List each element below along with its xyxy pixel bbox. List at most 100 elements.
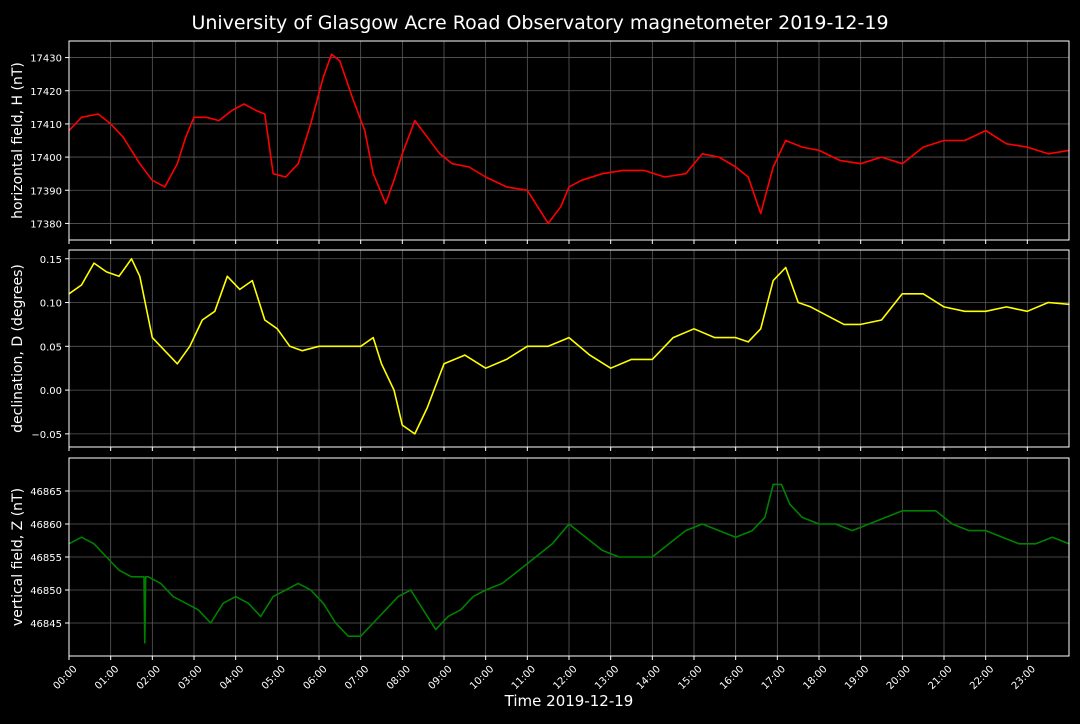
data-point bbox=[151, 179, 153, 181]
y-axis-label: horizontal field, H (nT) bbox=[10, 62, 26, 219]
data-point bbox=[318, 345, 320, 347]
data-point bbox=[139, 163, 141, 165]
data-point bbox=[635, 556, 637, 558]
y-tick-label: 17390 bbox=[30, 186, 62, 197]
data-point bbox=[868, 523, 870, 525]
y-tick-label: 0.05 bbox=[40, 342, 62, 353]
data-point bbox=[360, 635, 362, 637]
data-point bbox=[851, 530, 853, 532]
data-point bbox=[247, 602, 249, 604]
data-point bbox=[568, 336, 570, 339]
data-point bbox=[243, 103, 245, 105]
y-tick-label: 17400 bbox=[30, 153, 62, 164]
data-point bbox=[735, 536, 737, 538]
data-point bbox=[235, 596, 237, 598]
data-point bbox=[80, 536, 83, 538]
data-point bbox=[143, 576, 145, 578]
y-tick-label: 0.15 bbox=[40, 255, 62, 266]
data-point bbox=[372, 173, 374, 175]
data-point bbox=[693, 328, 695, 330]
data-point bbox=[797, 301, 799, 304]
y-tick-label: 46855 bbox=[30, 553, 62, 564]
data-point bbox=[526, 345, 528, 347]
data-point bbox=[485, 176, 487, 178]
data-point bbox=[222, 602, 224, 604]
data-point bbox=[230, 110, 233, 112]
data-point bbox=[785, 139, 787, 142]
data-point bbox=[272, 173, 274, 175]
x-axis-label: Time 2019-12-19 bbox=[504, 692, 634, 710]
data-point bbox=[551, 543, 553, 545]
y-tick-label: 46865 bbox=[30, 487, 62, 498]
y-tick-label: 46845 bbox=[30, 619, 62, 630]
data-point bbox=[501, 582, 503, 585]
data-point bbox=[97, 113, 99, 115]
data-point bbox=[735, 166, 737, 168]
data-point bbox=[839, 159, 841, 161]
data-point bbox=[718, 156, 720, 158]
y-tick-label: −0.05 bbox=[31, 430, 62, 441]
y-tick-label: 17420 bbox=[30, 87, 62, 98]
data-point bbox=[393, 389, 395, 391]
data-point bbox=[747, 176, 749, 178]
data-point bbox=[1051, 536, 1053, 538]
panels: 17380 17390 17400 17410 17420 17430 horizontal… bbox=[10, 40, 1070, 692]
data-point bbox=[297, 163, 299, 165]
data-point bbox=[139, 275, 141, 277]
data-point bbox=[901, 510, 903, 512]
data-point bbox=[922, 293, 924, 295]
data-point bbox=[422, 609, 424, 611]
data-point bbox=[393, 179, 395, 181]
data-point bbox=[880, 156, 883, 158]
data-point bbox=[685, 530, 687, 532]
data-point bbox=[185, 602, 187, 604]
data-point bbox=[160, 582, 162, 585]
data-point bbox=[568, 186, 570, 188]
data-point bbox=[322, 602, 324, 604]
data-point bbox=[276, 328, 278, 330]
data-point bbox=[226, 275, 228, 277]
data-point bbox=[118, 569, 120, 571]
y-axis-label: vertical field, Z (nT) bbox=[10, 488, 26, 626]
data-point bbox=[985, 530, 987, 532]
data-point bbox=[1001, 536, 1003, 538]
data-point bbox=[335, 622, 337, 624]
data-point bbox=[176, 363, 178, 365]
data-point bbox=[585, 536, 587, 538]
data-point bbox=[901, 163, 903, 165]
data-point bbox=[426, 407, 428, 409]
data-point bbox=[901, 293, 903, 295]
data-point bbox=[251, 280, 253, 282]
chart-title: University of Glasgow Acre Road Observat… bbox=[191, 12, 888, 34]
data-point bbox=[951, 523, 953, 525]
data-point bbox=[701, 153, 703, 155]
data-point bbox=[172, 596, 174, 598]
data-point bbox=[214, 310, 216, 312]
data-point bbox=[568, 523, 570, 525]
data-point bbox=[285, 176, 287, 178]
y-tick-label: 0.00 bbox=[40, 386, 62, 397]
data-point bbox=[289, 345, 291, 347]
data-point bbox=[205, 116, 208, 118]
data-point bbox=[410, 589, 412, 591]
data-point bbox=[664, 176, 666, 178]
data-point bbox=[826, 315, 828, 317]
data-point bbox=[547, 222, 549, 225]
data-point bbox=[810, 306, 812, 308]
data-point bbox=[310, 589, 312, 591]
data-point bbox=[651, 358, 653, 361]
data-point bbox=[518, 569, 520, 571]
data-point bbox=[818, 523, 820, 525]
data-point bbox=[1047, 301, 1049, 304]
y-tick-label: 17410 bbox=[30, 120, 62, 131]
data-point bbox=[185, 136, 187, 138]
data-point bbox=[264, 319, 266, 321]
data-point bbox=[197, 609, 199, 611]
data-point bbox=[93, 262, 95, 264]
data-point bbox=[301, 350, 303, 352]
data-point bbox=[122, 136, 124, 138]
data-point bbox=[330, 53, 333, 55]
